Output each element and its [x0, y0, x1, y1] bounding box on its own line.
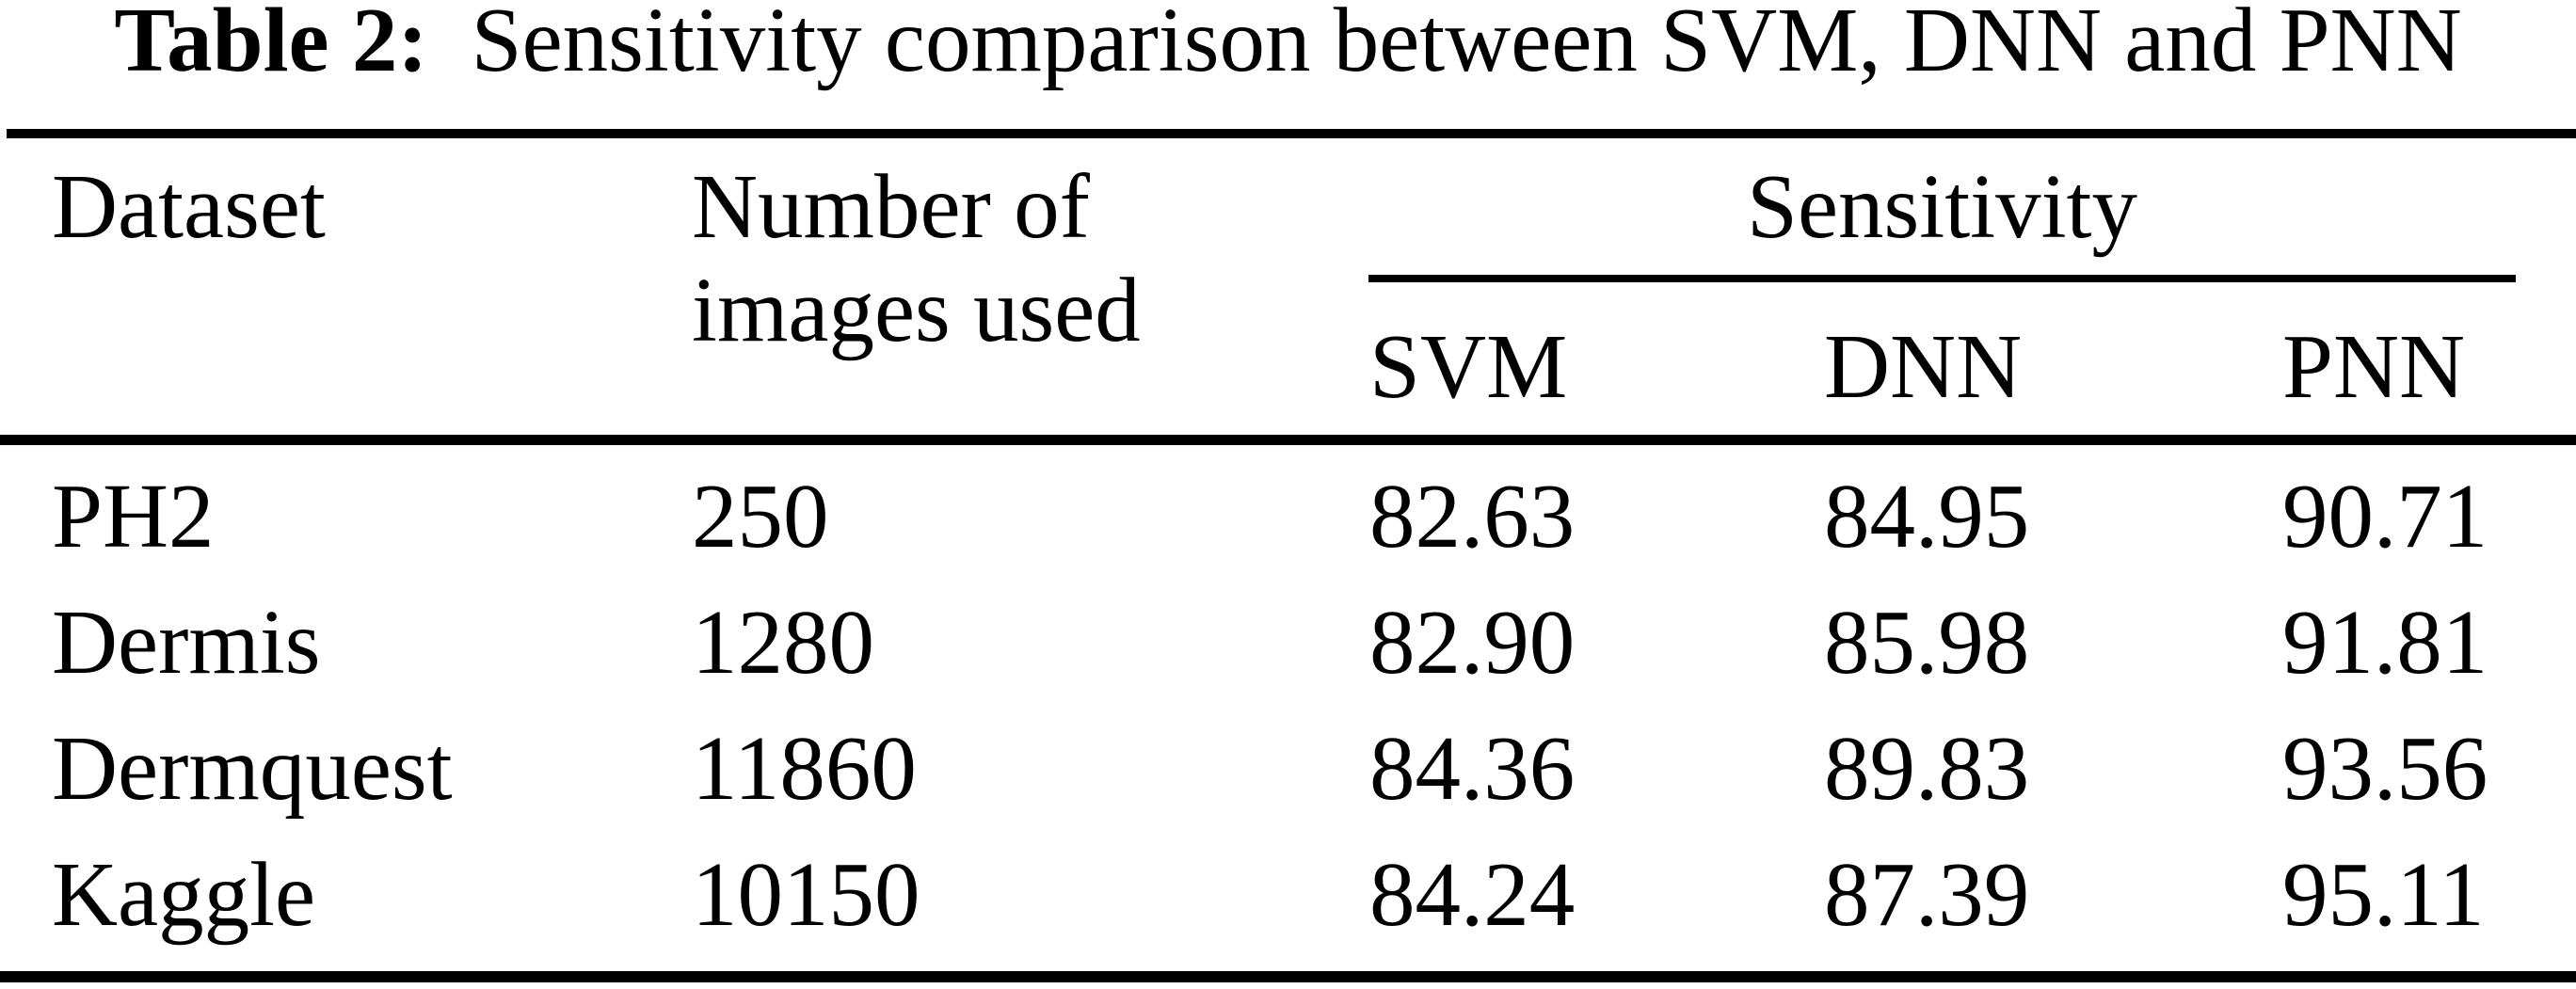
sensitivity-group-rule: [1368, 275, 2516, 282]
header-svm: SVM: [1369, 316, 1568, 417]
header-dataset: Dataset: [52, 156, 326, 257]
header-images-line1: Number of: [692, 156, 1090, 257]
header-pnn: PNN: [2282, 316, 2466, 417]
header-bottom-rule: [0, 435, 2576, 445]
pnn-cell: 91.81: [2282, 592, 2488, 693]
dnn-cell: 85.98: [1824, 592, 2030, 693]
pnn-cell: 93.56: [2282, 718, 2488, 819]
header-sensitivity-group: Sensitivity: [1747, 156, 2137, 257]
svm-cell: 82.90: [1369, 592, 1576, 693]
header-images-line2: images used: [692, 260, 1141, 360]
header-dnn: DNN: [1824, 316, 2023, 417]
dataset-cell: Kaggle: [52, 844, 316, 945]
dataset-cell: PH2: [52, 466, 215, 566]
images-cell: 10150: [692, 844, 920, 945]
dataset-cell: Dermquest: [52, 718, 453, 819]
table-caption-label: Table 2:: [114, 0, 428, 90]
table-caption-text: Sensitivity comparison between SVM, DNN …: [471, 0, 2462, 90]
dataset-cell: Dermis: [52, 592, 321, 693]
svm-cell: 84.36: [1369, 718, 1576, 819]
images-cell: 250: [692, 466, 829, 566]
pnn-cell: 95.11: [2282, 844, 2485, 945]
top-rule: [7, 129, 2576, 138]
pnn-cell: 90.71: [2282, 466, 2488, 566]
dnn-cell: 84.95: [1824, 466, 2030, 566]
images-cell: 1280: [692, 592, 874, 693]
dnn-cell: 87.39: [1824, 844, 2030, 945]
dnn-cell: 89.83: [1824, 718, 2030, 819]
images-cell: 11860: [692, 718, 917, 819]
bottom-rule: [0, 971, 2576, 982]
svm-cell: 82.63: [1369, 466, 1576, 566]
svm-cell: 84.24: [1369, 844, 1576, 945]
table-caption: Table 2: Sensitivity comparison between S…: [0, 0, 2576, 86]
